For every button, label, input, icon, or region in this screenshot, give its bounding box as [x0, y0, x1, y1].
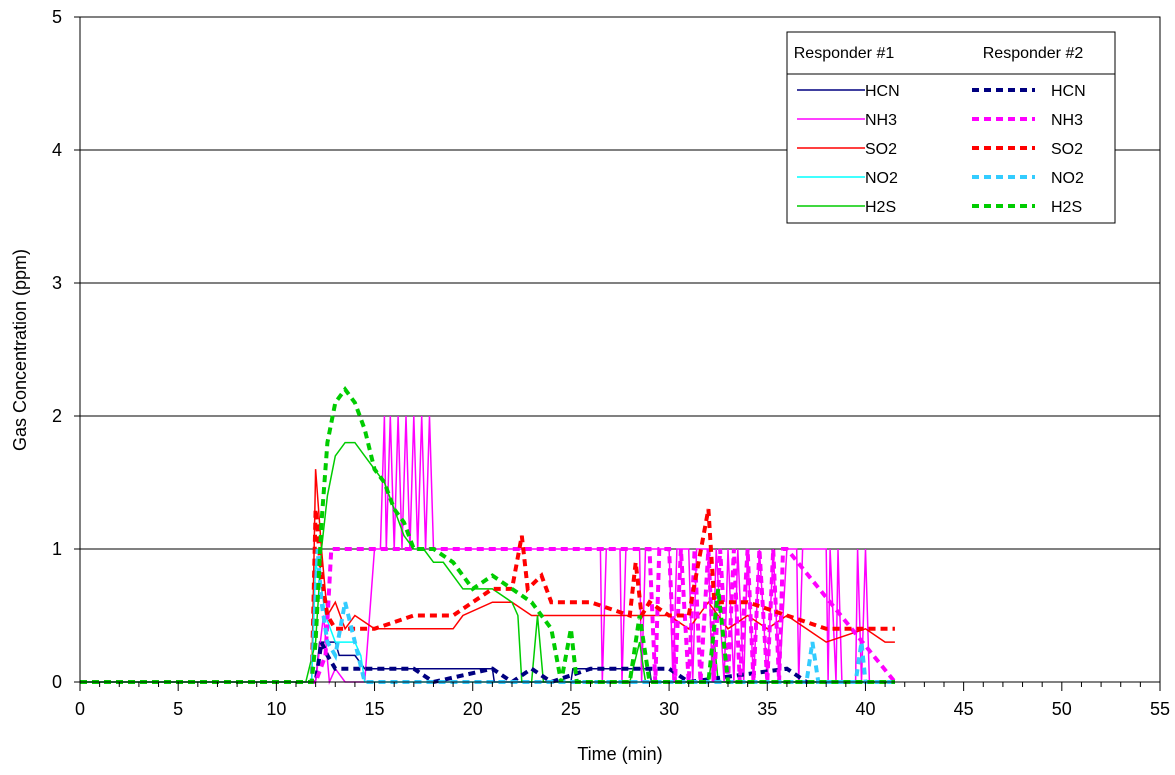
y-tick-label-0: 0	[52, 672, 62, 692]
legend-label-r2-nh3: NH3	[1051, 112, 1083, 129]
series-h2s-responder-2	[80, 386, 895, 684]
legend-label-r1-h2s: H2S	[865, 199, 896, 216]
y-tick-label-1: 1	[52, 539, 62, 559]
legend-box	[786, 31, 1116, 224]
series-so2-responder-2	[80, 508, 895, 684]
legend-header-responder-1: Responder #1	[794, 45, 895, 62]
x-tick-label-20: 20	[463, 699, 483, 719]
y-tick-label-3: 3	[52, 273, 62, 293]
x-tick-label-25: 25	[561, 699, 581, 719]
series-nh3-responder-2	[80, 547, 897, 684]
y-tick-label-2: 2	[52, 406, 62, 426]
x-tick-label-55: 55	[1150, 699, 1170, 719]
x-tick-label-15: 15	[365, 699, 385, 719]
legend-label-r2-so2: SO2	[1051, 141, 1083, 158]
x-tick-label-35: 35	[757, 699, 777, 719]
x-tick-label-0: 0	[75, 699, 85, 719]
legend-label-r1-nh3: NH3	[865, 112, 897, 129]
legend-header-responder-2: Responder #2	[983, 45, 1084, 62]
legend-label-r1-so2: SO2	[865, 141, 897, 158]
x-tick-label-45: 45	[954, 699, 974, 719]
axes	[74, 16, 1161, 691]
x-axis-title: Time (min)	[577, 744, 662, 764]
x-tick-label-50: 50	[1052, 699, 1072, 719]
legend-label-r2-h2s: H2S	[1051, 199, 1082, 216]
y-axis-title: Gas Concentration (ppm)	[10, 249, 30, 451]
x-tick-label-40: 40	[855, 699, 875, 719]
x-tick-labels: 0 5 10 15 20 25 30 35 40 45 50 55	[75, 699, 1170, 719]
legend-label-r2-hcn: HCN	[1051, 83, 1086, 100]
x-tick-label-5: 5	[173, 699, 183, 719]
legend-entries: HCN NH3 SO2 NO2 H2S HCN NH3 SO2 NO2 H2S	[797, 83, 1086, 216]
y-tick-labels: 0 1 2 3 4 5	[52, 7, 62, 692]
legend-label-r1-hcn: HCN	[865, 83, 900, 100]
y-tick-label-5: 5	[52, 7, 62, 27]
legend-label-r1-no2: NO2	[865, 170, 898, 187]
series-layer	[80, 386, 897, 685]
legend-label-r2-no2: NO2	[1051, 170, 1084, 187]
x-tick-label-10: 10	[266, 699, 286, 719]
y-tick-label-4: 4	[52, 140, 62, 160]
x-tick-label-30: 30	[659, 699, 679, 719]
legend: Responder #1 Responder #2 HCN NH3 SO2 NO2 H2…	[786, 31, 1116, 224]
